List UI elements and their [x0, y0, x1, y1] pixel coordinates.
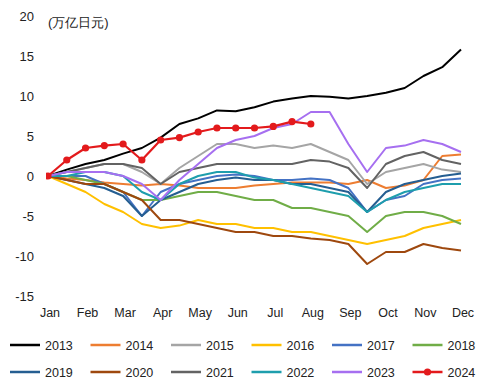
legend-swatch	[252, 344, 282, 347]
series-marker	[270, 123, 277, 130]
legend: 2013 2014 2015 2016 2017 2018 2019 2020 2021 2022…	[10, 339, 475, 380]
series-marker	[213, 124, 220, 131]
series-line	[48, 172, 461, 212]
series-line	[48, 122, 311, 176]
legend-swatch	[332, 371, 362, 374]
legend-swatch	[413, 344, 443, 347]
legend-swatch	[252, 371, 282, 374]
legend-label: 2017	[367, 339, 395, 353]
series-marker	[46, 172, 52, 179]
x-tick-label: Jan	[40, 306, 60, 320]
x-tick-label: Mar	[114, 306, 136, 320]
x-tick-label: May	[188, 306, 212, 320]
series-marker	[288, 118, 295, 125]
legend-swatch	[10, 344, 40, 347]
series-line	[48, 112, 461, 200]
x-tick-label: Sep	[339, 306, 361, 320]
y-tick-label: 0	[27, 169, 34, 184]
series-marker	[307, 120, 314, 127]
legend-swatch	[332, 344, 362, 347]
chart: -15 -10 -5 0 5 10 15 20 Jan Feb Mar Apr May Jun Jul Aug…	[0, 0, 489, 392]
x-tick-label: Nov	[414, 306, 437, 320]
legend-label: 2018	[448, 339, 476, 353]
series-line	[48, 152, 461, 188]
series-marker	[195, 128, 202, 135]
x-tick-label: Oct	[378, 306, 398, 320]
legend-label: 2023	[367, 366, 395, 380]
legend-label: 2024	[448, 366, 476, 380]
x-tick-label: Dec	[452, 306, 474, 320]
series-line	[48, 176, 461, 264]
legend-swatch	[10, 371, 40, 374]
legend-swatch	[91, 371, 121, 374]
legend-label: 2022	[287, 366, 315, 380]
y-tick-label: 5	[27, 129, 34, 144]
legend-swatch	[171, 371, 201, 374]
y-tick-label: 20	[20, 9, 34, 24]
y-tick-label: -15	[15, 289, 34, 304]
legend-label: 2015	[206, 339, 234, 353]
legend-label: 2016	[287, 339, 315, 353]
series-marker	[119, 140, 126, 147]
series-marker	[138, 156, 145, 163]
series-line	[48, 176, 461, 232]
x-tick-label: Apr	[153, 306, 172, 320]
series-line	[48, 50, 461, 176]
x-tick-label: Aug	[302, 306, 324, 320]
y-axis-label: (万亿日元)	[48, 15, 109, 30]
legend-label: 2019	[45, 366, 73, 380]
legend-swatch	[171, 344, 201, 347]
plot-area	[46, 50, 461, 264]
legend-swatch	[91, 344, 121, 347]
series-marker	[82, 144, 89, 151]
series-marker	[157, 136, 164, 143]
series-marker	[232, 124, 239, 131]
x-tick-label: Jun	[228, 306, 248, 320]
series-marker	[101, 142, 108, 149]
series-marker	[251, 124, 258, 131]
y-tick-label: -10	[15, 249, 34, 264]
y-tick-label: 15	[20, 49, 34, 64]
legend-label: 2013	[45, 339, 73, 353]
legend-label: 2020	[126, 366, 154, 380]
y-tick-label: 10	[20, 89, 34, 104]
legend-label: 2014	[126, 339, 154, 353]
series-marker	[176, 134, 183, 141]
legend-label: 2021	[206, 366, 234, 380]
y-tick-label: -5	[22, 209, 34, 224]
x-tick-label: Jul	[267, 306, 283, 320]
legend-marker	[424, 368, 431, 375]
x-tick-label: Feb	[77, 306, 99, 320]
series-marker	[63, 156, 70, 163]
